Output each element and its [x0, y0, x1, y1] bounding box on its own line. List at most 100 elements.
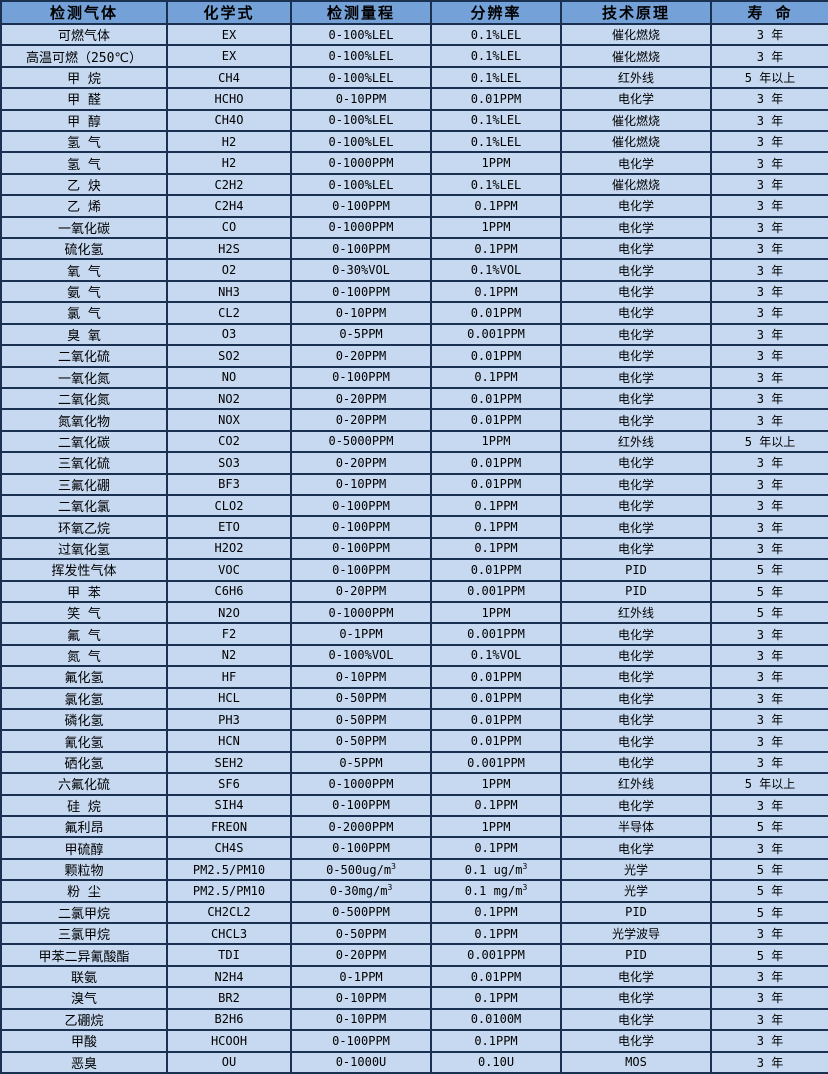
cell-range: 0-100PPM: [290, 793, 432, 818]
table-row: 氮氧化物 NOX 0-20PPM 0.01PPM 电化学 3 年: [0, 408, 828, 432]
cell-principle: 电化学: [560, 622, 712, 646]
cell-range: 0-20PPM: [290, 579, 432, 603]
table-row: 环氧乙烷 ETO 0-100PPM 0.1PPM 电化学 3 年: [0, 515, 828, 539]
table-row: 氮 气 N2 0-100%VOL 0.1%VOL 电化学 3 年: [0, 643, 828, 668]
cell-lifespan: 3 年: [710, 451, 828, 475]
cell-resolution: 0.01PPM: [430, 665, 562, 689]
table-row: 乙 烯 C2H4 0-100PPM 0.1PPM 电化学 3 年: [0, 194, 828, 218]
cell-gas-name: 甲 醇: [0, 108, 168, 133]
cell-gas-name: 三氟化硼: [0, 472, 168, 496]
cell-gas-name: 磷化氢: [0, 707, 168, 732]
cell-resolution: 0.1%LEL: [430, 130, 562, 154]
cell-gas-name: 甲苯二异氰酸酯: [0, 943, 168, 967]
cell-resolution: 0.1PPM: [430, 986, 562, 1010]
cell-gas-name: 乙硼烷: [0, 1007, 168, 1032]
cell-principle: PID: [560, 943, 712, 967]
cell-principle: 电化学: [560, 686, 712, 711]
cell-formula: B2H6: [166, 1007, 292, 1032]
table-row: 恶臭 OU 0-1000U 0.10U MOS 3 年: [0, 1050, 828, 1074]
cell-lifespan: 3 年: [710, 215, 828, 240]
cell-resolution: 0.01PPM: [430, 686, 562, 711]
cell-resolution: 1PPM: [430, 429, 562, 454]
cell-formula: EX: [166, 22, 292, 47]
table-row: 乙硼烷 B2H6 0-10PPM 0.0100M 电化学 3 年: [0, 1007, 828, 1032]
cell-principle: 电化学: [560, 1007, 712, 1032]
cell-lifespan: 3 年: [710, 279, 828, 304]
cell-principle: 电化学: [560, 643, 712, 668]
cell-formula: CH4O: [166, 108, 292, 133]
cell-range: 0-1PPM: [290, 622, 432, 646]
cell-range: 0-2000PPM: [290, 815, 432, 839]
table-row: 氟化氢 HF 0-10PPM 0.01PPM 电化学 3 年: [0, 665, 828, 689]
table-row: 甲 苯 C6H6 0-20PPM 0.001PPM PID 5 年: [0, 579, 828, 603]
cell-lifespan: 5 年: [710, 900, 828, 925]
cell-lifespan: 3 年: [710, 793, 828, 818]
cell-resolution: 0.01PPM: [430, 386, 562, 411]
cell-resolution: 0.01PPM: [430, 729, 562, 753]
cell-formula: NOX: [166, 408, 292, 432]
table-row: 硅 烷 SIH4 0-100PPM 0.1PPM 电化学 3 年: [0, 793, 828, 818]
cell-resolution: 0.1 ug/m3: [430, 857, 562, 882]
cell-resolution: 0.01PPM: [430, 301, 562, 325]
cell-lifespan: 3 年: [710, 344, 828, 368]
cell-formula: N2O: [166, 600, 292, 625]
cell-principle: 电化学: [560, 344, 712, 368]
cell-resolution: 0.01PPM: [430, 451, 562, 475]
cell-formula: CO2: [166, 429, 292, 454]
cell-resolution: 0.1PPM: [430, 493, 562, 518]
cell-formula: NH3: [166, 279, 292, 304]
cell-formula: C6H6: [166, 579, 292, 603]
cell-lifespan: 3 年: [710, 386, 828, 411]
table-row: 臭 氧 O3 0-5PPM 0.001PPM 电化学 3 年: [0, 322, 828, 347]
cell-formula: SO3: [166, 451, 292, 475]
cell-lifespan: 5 年: [710, 943, 828, 967]
cell-formula: CHCL3: [166, 922, 292, 946]
cell-formula: H2O2: [166, 536, 292, 561]
cell-resolution: 0.1PPM: [430, 900, 562, 925]
cell-formula: NO: [166, 365, 292, 389]
table-row: 甲 醇 CH4O 0-100%LEL 0.1%LEL 催化燃烧 3 年: [0, 108, 828, 133]
table-row: 可燃气体 EX 0-100%LEL 0.1%LEL 催化燃烧 3 年: [0, 22, 828, 47]
cell-resolution: 0.10U: [430, 1050, 562, 1074]
cell-gas-name: 氮氧化物: [0, 408, 168, 432]
cell-principle: 电化学: [560, 194, 712, 218]
cell-lifespan: 3 年: [710, 643, 828, 668]
cell-resolution: 1PPM: [430, 600, 562, 625]
table-row: 粉 尘 PM2.5/PM10 0-30mg/m3 0.1 mg/m3 光学 5 年: [0, 879, 828, 903]
cell-principle: 电化学: [560, 237, 712, 261]
cell-formula: PM2.5/PM10: [166, 879, 292, 903]
cell-resolution: 0.1PPM: [430, 279, 562, 304]
cell-lifespan: 3 年: [710, 707, 828, 732]
cell-lifespan: 3 年: [710, 1050, 828, 1074]
cell-principle: 电化学: [560, 322, 712, 347]
cell-principle: 催化燃烧: [560, 172, 712, 197]
cell-lifespan: 3 年: [710, 365, 828, 389]
cell-resolution: 0.1%LEL: [430, 65, 562, 90]
cell-range: 0-100%LEL: [290, 22, 432, 47]
cell-range: 0-1000PPM: [290, 772, 432, 796]
cell-lifespan: 5 年: [710, 600, 828, 625]
cell-formula: O3: [166, 322, 292, 347]
cell-gas-name: 三氧化硫: [0, 451, 168, 475]
cell-principle: 电化学: [560, 279, 712, 304]
cell-range: 0-100PPM: [290, 515, 432, 539]
cell-principle: 半导体: [560, 815, 712, 839]
cell-principle: PID: [560, 579, 712, 603]
cell-formula: F2: [166, 622, 292, 646]
cell-range: 0-100%VOL: [290, 643, 432, 668]
cell-principle: 红外线: [560, 600, 712, 625]
cell-lifespan: 3 年: [710, 686, 828, 711]
table-row: 氨 气 NH3 0-100PPM 0.1PPM 电化学 3 年: [0, 279, 828, 304]
cell-resolution: 0.001PPM: [430, 943, 562, 967]
cell-principle: 电化学: [560, 451, 712, 475]
cell-lifespan: 3 年: [710, 130, 828, 154]
cell-gas-name: 硫化氢: [0, 237, 168, 261]
cell-gas-name: 二氯甲烷: [0, 900, 168, 925]
cell-formula: VOC: [166, 558, 292, 582]
cell-gas-name: 可燃气体: [0, 22, 168, 47]
table-row: 氧 气 O2 0-30%VOL 0.1%VOL 电化学 3 年: [0, 258, 828, 282]
cell-lifespan: 3 年: [710, 22, 828, 47]
cell-principle: 电化学: [560, 493, 712, 518]
table-row: 一氧化碳 CO 0-1000PPM 1PPM 电化学 3 年: [0, 215, 828, 240]
table-row: 一氧化氮 NO 0-100PPM 0.1PPM 电化学 3 年: [0, 365, 828, 389]
